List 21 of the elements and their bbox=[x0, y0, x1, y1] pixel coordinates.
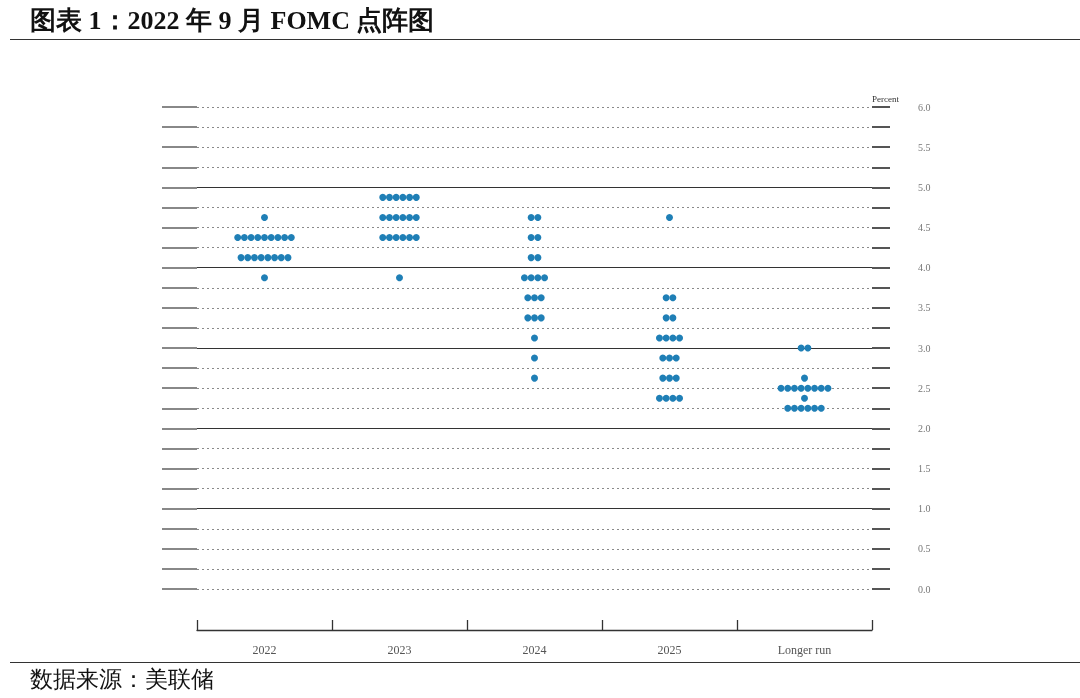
source-note: 数据来源：美联储 bbox=[10, 662, 1080, 696]
y-tick-label: 4.0 bbox=[918, 262, 931, 274]
y-tick-label: 2.0 bbox=[918, 422, 931, 434]
y-tick-label: 4.5 bbox=[918, 222, 931, 233]
y-tick-label: 2.5 bbox=[918, 382, 931, 394]
x-tick-label: 2025 bbox=[657, 643, 682, 657]
y-axis-title: Percent bbox=[872, 93, 900, 104]
chart-title: 图表 1：2022 年 9 月 FOMC 点阵图 bbox=[10, 3, 1080, 40]
x-tick-label: Longer run bbox=[777, 643, 832, 657]
y-tick-label: 0.5 bbox=[918, 543, 931, 555]
y-tick-label: 1.0 bbox=[918, 503, 931, 515]
y-tick-label: 3.0 bbox=[918, 342, 931, 354]
x-tick-label: 2022 bbox=[252, 643, 277, 657]
y-tick-label: 6.0 bbox=[918, 101, 931, 113]
y-tick-label: 5.0 bbox=[918, 181, 931, 193]
y-tick-label: 0.0 bbox=[918, 583, 931, 595]
y-tick-label: 1.5 bbox=[918, 463, 931, 474]
x-tick-label: 2024 bbox=[522, 643, 547, 657]
y-tick-label: 5.5 bbox=[918, 141, 931, 153]
x-tick-label: 2023 bbox=[387, 643, 412, 657]
y-tick-label: 3.5 bbox=[918, 302, 931, 314]
